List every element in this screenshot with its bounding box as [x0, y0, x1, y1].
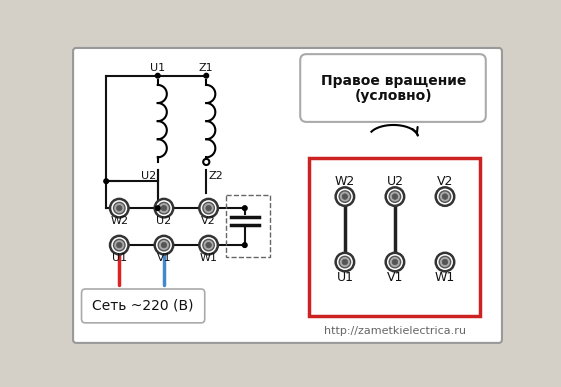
- Circle shape: [155, 199, 173, 217]
- Text: U1: U1: [112, 253, 127, 263]
- Text: Сеть ~220 (В): Сеть ~220 (В): [93, 299, 194, 313]
- Circle shape: [158, 202, 169, 214]
- Text: U2: U2: [141, 171, 156, 181]
- Circle shape: [117, 205, 122, 211]
- Circle shape: [439, 191, 450, 202]
- Circle shape: [155, 206, 160, 211]
- Text: Z1: Z1: [199, 63, 214, 73]
- Circle shape: [158, 240, 169, 251]
- Circle shape: [203, 202, 214, 214]
- Circle shape: [386, 187, 404, 206]
- Circle shape: [206, 242, 211, 248]
- Text: U1: U1: [337, 271, 353, 284]
- Text: W2: W2: [335, 175, 355, 188]
- Circle shape: [439, 256, 450, 268]
- Circle shape: [436, 253, 454, 271]
- Circle shape: [199, 199, 218, 217]
- Text: V1: V1: [387, 271, 403, 284]
- Text: U2: U2: [387, 175, 403, 188]
- Text: V2: V2: [437, 175, 453, 188]
- Text: http://zametkielectrica.ru: http://zametkielectrica.ru: [324, 326, 466, 336]
- Circle shape: [442, 259, 448, 265]
- Circle shape: [342, 194, 348, 199]
- Circle shape: [242, 206, 247, 211]
- Circle shape: [155, 236, 173, 254]
- FancyBboxPatch shape: [73, 48, 502, 343]
- Circle shape: [203, 159, 209, 165]
- Circle shape: [339, 191, 351, 202]
- Text: U1: U1: [150, 63, 165, 73]
- Circle shape: [113, 202, 125, 214]
- Circle shape: [155, 74, 160, 78]
- Circle shape: [389, 191, 401, 202]
- Bar: [309, 158, 480, 316]
- Circle shape: [339, 256, 351, 268]
- Circle shape: [436, 187, 454, 206]
- Text: V1: V1: [157, 253, 171, 263]
- Circle shape: [161, 242, 167, 248]
- Circle shape: [204, 74, 209, 78]
- Circle shape: [335, 253, 354, 271]
- Circle shape: [392, 194, 398, 199]
- Circle shape: [104, 179, 108, 183]
- Circle shape: [392, 259, 398, 265]
- Circle shape: [117, 242, 122, 248]
- Circle shape: [386, 253, 404, 271]
- Circle shape: [206, 205, 211, 211]
- Text: Правое вращение: Правое вращение: [321, 74, 466, 88]
- Circle shape: [199, 236, 218, 254]
- Text: W2: W2: [110, 216, 128, 226]
- Circle shape: [110, 236, 128, 254]
- Text: W1: W1: [200, 253, 218, 263]
- Circle shape: [335, 187, 354, 206]
- FancyBboxPatch shape: [300, 54, 486, 122]
- Text: W1: W1: [435, 271, 455, 284]
- Circle shape: [389, 256, 401, 268]
- Circle shape: [110, 199, 128, 217]
- Text: (условно): (условно): [355, 89, 432, 103]
- Circle shape: [442, 194, 448, 199]
- Circle shape: [113, 240, 125, 251]
- Circle shape: [203, 240, 214, 251]
- Text: U2: U2: [157, 216, 172, 226]
- Text: Z2: Z2: [208, 171, 223, 181]
- Circle shape: [242, 243, 247, 247]
- Circle shape: [342, 259, 348, 265]
- FancyBboxPatch shape: [81, 289, 205, 323]
- Bar: [226, 195, 270, 257]
- Circle shape: [161, 205, 167, 211]
- Text: V2: V2: [201, 216, 216, 226]
